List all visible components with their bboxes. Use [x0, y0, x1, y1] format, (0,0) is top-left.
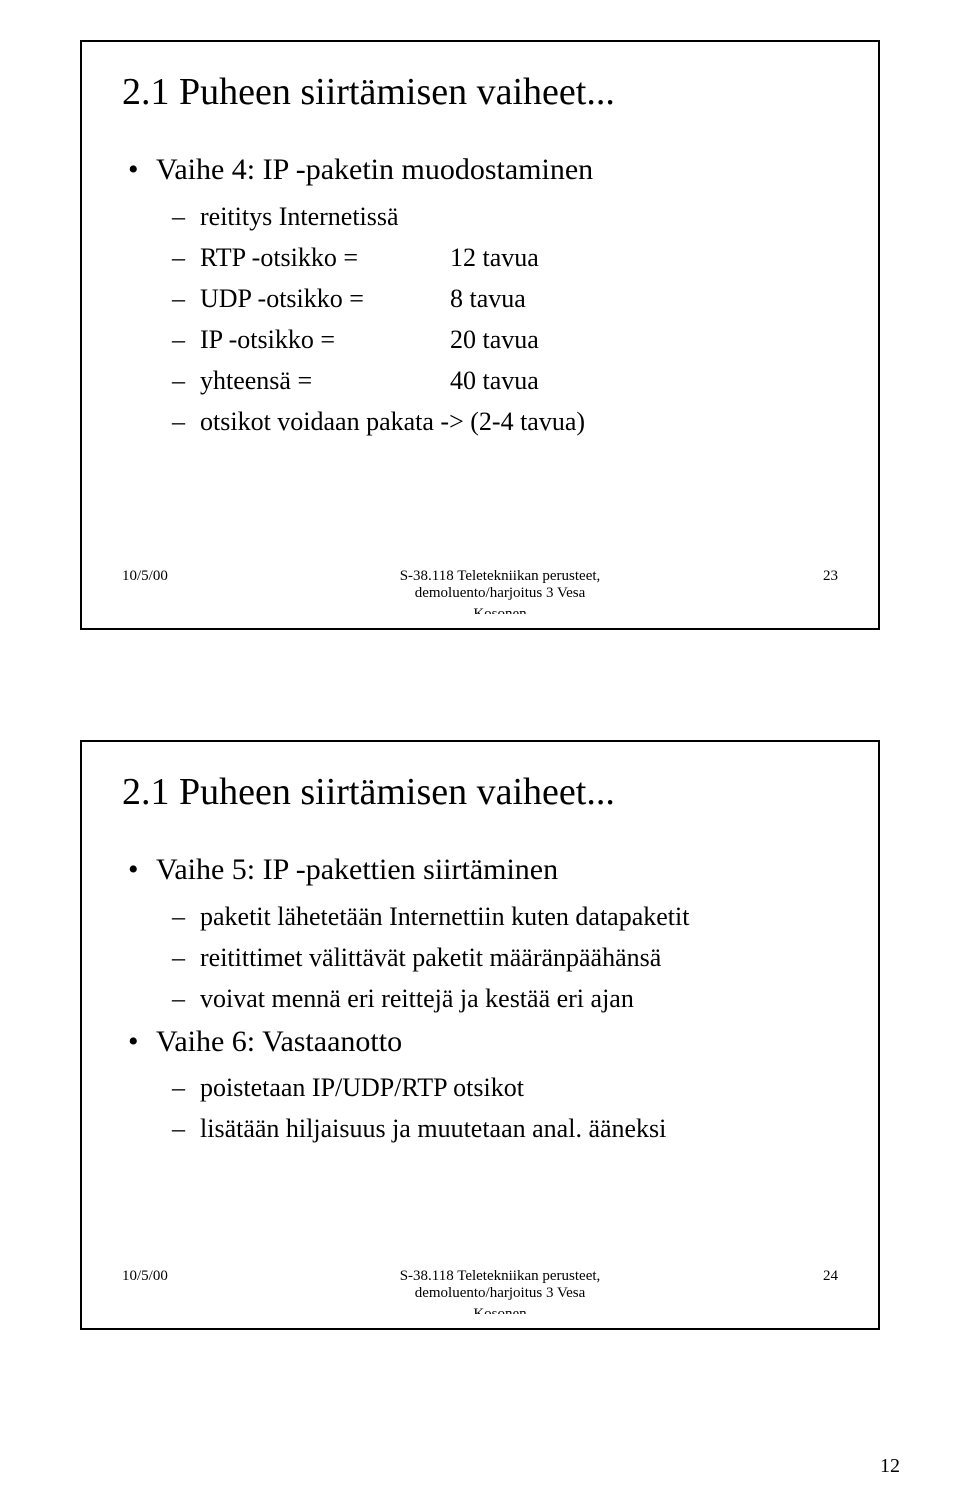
slide-2-sub: voivat mennä eri reittejä ja kestää eri …	[122, 981, 838, 1016]
slide-2-bullet: Vaihe 5: IP -pakettien siirtäminen	[122, 850, 838, 891]
footer-slide-number: 24	[778, 1268, 838, 1285]
slide-1-row: yhteensä = 40 tavua	[122, 363, 838, 398]
slide-1-title: 2.1 Puheen siirtämisen vaiheet...	[122, 70, 838, 114]
slide-1-row: otsikot voidaan pakata -> (2-4 tavua)	[122, 404, 838, 439]
slide-1-row: IP -otsikko = 20 tavua	[122, 322, 838, 357]
slide-1-bullet: Vaihe 4: IP -paketin muodostaminen	[122, 150, 838, 191]
page-container: 2.1 Puheen siirtämisen vaiheet... Vaihe …	[0, 0, 960, 1498]
slide-2-sub: paketit lähetetään Internettiin kuten da…	[122, 899, 838, 934]
footer-date: 10/5/00	[122, 1268, 222, 1285]
row-val: 8 tavua	[450, 281, 526, 316]
row-val: 40 tavua	[450, 363, 539, 398]
slide-2-footer: 10/5/00 S-38.118 Teletekniikan perusteet…	[122, 1268, 838, 1310]
footer-center-line: demoluento/harjoitus 3 Vesa	[222, 1285, 778, 1302]
row-key: reititys Internetissä	[200, 199, 450, 234]
footer-date: 10/5/00	[122, 568, 222, 585]
footer-slide-number: 23	[778, 568, 838, 585]
slide-2-sub: lisätään hiljaisuus ja muutetaan anal. ä…	[122, 1111, 838, 1146]
row-val: 12 tavua	[450, 240, 539, 275]
slide-2-sub: poistetaan IP/UDP/RTP otsikot	[122, 1070, 838, 1105]
row-key: otsikot voidaan pakata -> (2-4 tavua)	[200, 404, 585, 439]
slide-1: 2.1 Puheen siirtämisen vaiheet... Vaihe …	[80, 40, 880, 630]
slide-1-row: reititys Internetissä	[122, 199, 838, 234]
slide-2: 2.1 Puheen siirtämisen vaiheet... Vaihe …	[80, 740, 880, 1330]
slide-2-title: 2.1 Puheen siirtämisen vaiheet...	[122, 770, 838, 814]
row-key: RTP -otsikko =	[200, 240, 450, 275]
slide-1-row: UDP -otsikko = 8 tavua	[122, 281, 838, 316]
row-val: 20 tavua	[450, 322, 539, 357]
footer-center-line: S-38.118 Teletekniikan perusteet,	[222, 568, 778, 585]
footer-center-line: Kosonen	[222, 1306, 778, 1314]
footer-center-line: Kosonen	[222, 606, 778, 614]
slide-2-sub: reitittimet välittävät paketit määränpää…	[122, 940, 838, 975]
footer-center-line: S-38.118 Teletekniikan perusteet,	[222, 1268, 778, 1285]
slide-1-footer: 10/5/00 S-38.118 Teletekniikan perusteet…	[122, 568, 838, 610]
footer-center-line: demoluento/harjoitus 3 Vesa	[222, 585, 778, 602]
row-key: IP -otsikko =	[200, 322, 450, 357]
slide-1-row: RTP -otsikko = 12 tavua	[122, 240, 838, 275]
page-number: 12	[880, 1455, 900, 1478]
slide-2-bullet: Vaihe 6: Vastaanotto	[122, 1022, 838, 1063]
row-key: UDP -otsikko =	[200, 281, 450, 316]
row-key: yhteensä =	[200, 363, 450, 398]
